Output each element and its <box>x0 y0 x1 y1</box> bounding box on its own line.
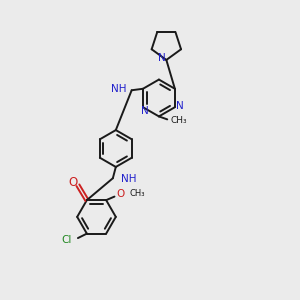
Text: Cl: Cl <box>61 235 71 244</box>
Text: CH₃: CH₃ <box>130 189 146 198</box>
Text: NH: NH <box>111 84 126 94</box>
Text: CH₃: CH₃ <box>171 116 188 125</box>
Text: N: N <box>158 53 166 63</box>
Text: O: O <box>116 189 124 199</box>
Text: N: N <box>141 106 148 116</box>
Text: O: O <box>68 176 77 189</box>
Text: NH: NH <box>121 174 137 184</box>
Text: N: N <box>176 101 184 111</box>
